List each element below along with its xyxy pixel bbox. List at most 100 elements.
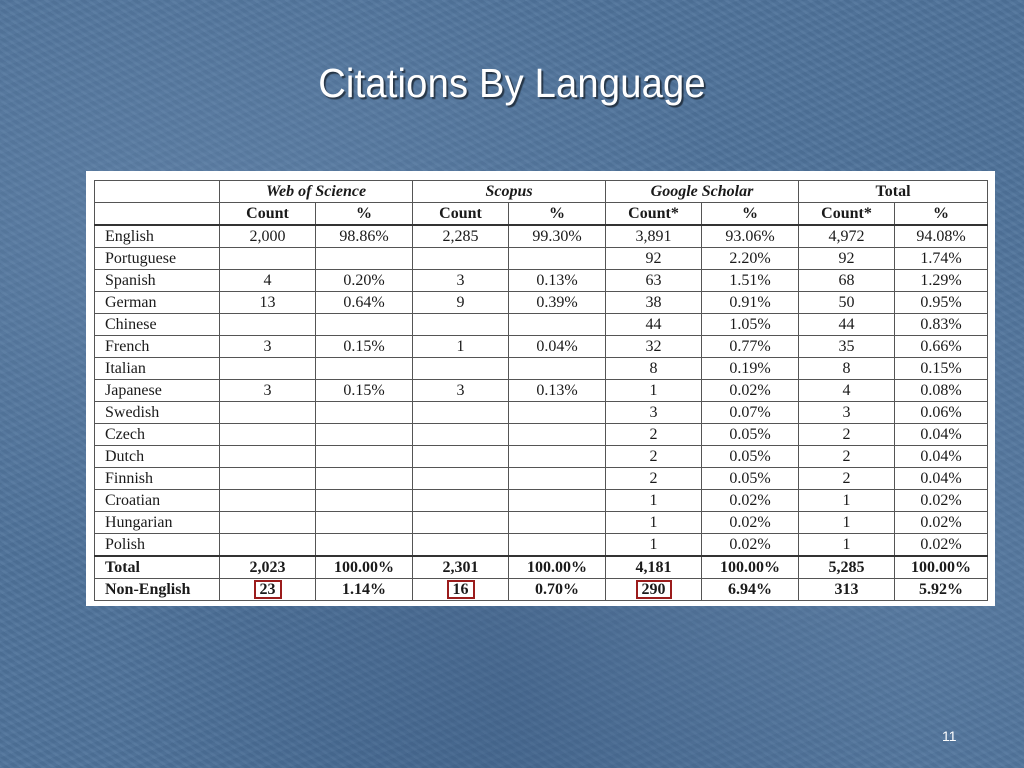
row-label: Chinese <box>94 313 220 336</box>
table-cell: 93.06% <box>700 224 800 248</box>
column-header: % <box>315 202 413 226</box>
table-cell: 44 <box>798 313 896 336</box>
slide-title: Citations By Language <box>318 60 706 106</box>
table-cell: 2,023 <box>219 555 316 579</box>
table-cell: 1 <box>605 379 702 402</box>
column-header: % <box>700 202 800 226</box>
table-cell <box>219 423 316 446</box>
table-cell <box>315 423 413 446</box>
table-panel: Web of Science Scopus Google Scholar Tot… <box>86 171 995 606</box>
table-row: Polish 1 0.02% 1 0.02% <box>94 533 989 557</box>
table-cell: 4,181 <box>605 555 702 579</box>
table-cell: 99.30% <box>508 224 606 248</box>
table-cell: 0.15% <box>315 379 413 402</box>
table-cell <box>315 313 413 336</box>
table-cell: 0.95% <box>894 291 989 314</box>
row-label: Non-English <box>94 578 220 601</box>
table-row: English 2,000 98.86% 2,285 99.30% 3,891 93.06%… <box>94 224 989 248</box>
slide-number: 11 <box>942 728 957 744</box>
table-cell: 0.02% <box>700 533 800 557</box>
table-cell: 1 <box>798 511 896 534</box>
corner-cell <box>94 202 220 226</box>
table-body: English 2,000 98.86% 2,285 99.30% 3,891 93.06%… <box>94 224 989 601</box>
table-cell: 63 <box>605 269 702 292</box>
table-cell <box>412 445 509 468</box>
table-cell: 0.70% <box>508 578 606 601</box>
table-row: Hungarian 1 0.02% 1 0.02% <box>94 511 989 534</box>
table-cell <box>412 357 509 380</box>
table-cell: 1 <box>605 511 702 534</box>
row-label: Croatian <box>94 489 220 512</box>
table-cell <box>508 401 606 424</box>
table-cell: 2 <box>798 445 896 468</box>
table-cell <box>315 489 413 512</box>
row-label: Finnish <box>94 467 220 490</box>
table-cell <box>508 511 606 534</box>
table-cell: 4 <box>219 269 316 292</box>
table-cell: 0.91% <box>700 291 800 314</box>
table-row: Croatian 1 0.02% 1 0.02% <box>94 489 989 512</box>
table-cell: 4,972 <box>798 224 896 248</box>
table-cell: 1 <box>798 533 896 557</box>
total-row: Total 2,023 100.00% 2,301 100.00% 4,181 100.00… <box>94 555 989 579</box>
highlighted-value: 290 <box>635 580 672 599</box>
table-cell: 0.20% <box>315 269 413 292</box>
table-cell: 2 <box>798 467 896 490</box>
column-header: Count* <box>798 202 896 226</box>
table-cell: 3 <box>412 379 509 402</box>
table-cell <box>315 247 413 270</box>
table-cell: 94.08% <box>894 224 989 248</box>
table-cell: 0.15% <box>315 335 413 358</box>
table-cell: 0.15% <box>894 357 989 380</box>
table-cell <box>412 533 509 557</box>
row-label: Japanese <box>94 379 220 402</box>
table-cell <box>412 423 509 446</box>
table-cell: 3 <box>219 379 316 402</box>
table-cell: 0.39% <box>508 291 606 314</box>
table-cell <box>219 533 316 557</box>
table-cell: 0.02% <box>894 511 989 534</box>
table-row: Spanish 4 0.20% 3 0.13% 63 1.51% 68 1.29% <box>94 269 989 292</box>
table-cell: 3 <box>605 401 702 424</box>
table-cell: 2,000 <box>219 224 316 248</box>
table-cell: 13 <box>219 291 316 314</box>
table-cell: 100.00% <box>508 555 606 579</box>
table-cell: 100.00% <box>700 555 800 579</box>
row-label: Czech <box>94 423 220 446</box>
table-row: Chinese 44 1.05% 44 0.83% <box>94 313 989 336</box>
table-cell: 0.05% <box>700 467 800 490</box>
table-cell: 92 <box>798 247 896 270</box>
table-cell: 1.29% <box>894 269 989 292</box>
row-label: German <box>94 291 220 314</box>
table-row: French 3 0.15% 1 0.04% 32 0.77% 35 0.66% <box>94 335 989 358</box>
table-cell: 3 <box>412 269 509 292</box>
table-cell: 44 <box>605 313 702 336</box>
table-cell: 0.77% <box>700 335 800 358</box>
table-cell: 0.83% <box>894 313 989 336</box>
table-cell: 92 <box>605 247 702 270</box>
table-cell: 1.51% <box>700 269 800 292</box>
table-cell: 0.05% <box>700 445 800 468</box>
table-cell: 100.00% <box>894 555 989 579</box>
table-cell: 0.64% <box>315 291 413 314</box>
table-cell <box>412 401 509 424</box>
table-cell: 2 <box>798 423 896 446</box>
table-cell <box>508 247 606 270</box>
row-label: French <box>94 335 220 358</box>
table-cell: 3,891 <box>605 224 702 248</box>
column-header: Count <box>219 202 316 226</box>
table-cell: 0.13% <box>508 269 606 292</box>
table-cell: 100.00% <box>315 555 413 579</box>
table-cell: 35 <box>798 335 896 358</box>
citations-table: Web of Science Scopus Google Scholar Tot… <box>94 180 989 601</box>
table-cell <box>315 533 413 557</box>
table-cell <box>315 511 413 534</box>
table-cell: 0.04% <box>894 445 989 468</box>
table-cell: 3 <box>798 401 896 424</box>
table-row: Czech 2 0.05% 2 0.04% <box>94 423 989 446</box>
table-cell: 0.04% <box>508 335 606 358</box>
table-cell: 1 <box>605 489 702 512</box>
table-cell: 0.05% <box>700 423 800 446</box>
table-cell: 2.20% <box>700 247 800 270</box>
table-cell <box>412 313 509 336</box>
